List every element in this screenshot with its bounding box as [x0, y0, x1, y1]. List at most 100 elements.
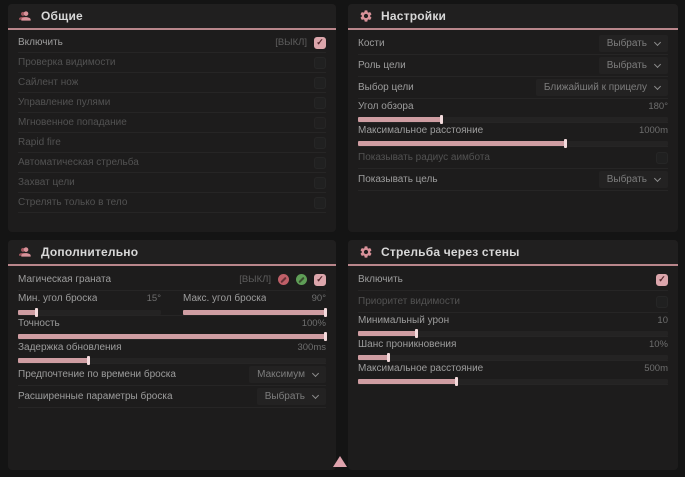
dropdown-row-advanced-throw-params: Расширенные параметры броска Выбрать	[18, 386, 326, 408]
slider-row-max-throw-angle: Макс. угол броска 90°	[183, 291, 327, 317]
row-label: Макс. угол броска	[183, 293, 267, 304]
dropdown-value: Выбрать	[264, 391, 305, 402]
row-label: Проверка видимости	[18, 57, 116, 68]
row-label: Управление пулями	[18, 97, 111, 108]
slider-thumb[interactable]	[414, 329, 418, 338]
red-circle-icon[interactable]	[278, 274, 289, 285]
bones-dropdown[interactable]: Выбрать	[598, 35, 668, 52]
row-label: Максимальное расстояние	[358, 125, 484, 136]
dropdown-value: Выбрать	[606, 60, 647, 71]
min-throw-angle-slider[interactable]	[18, 308, 161, 317]
chevron-down-icon	[311, 391, 320, 399]
dual-slider-row: Мин. угол броска 15° Макс. угол броска 9…	[18, 291, 327, 317]
advanced-throw-dropdown[interactable]: Выбрать	[256, 388, 326, 405]
row-label: Стрелять только в тело	[18, 197, 128, 208]
target-role-dropdown[interactable]: Выбрать	[598, 57, 668, 74]
slider-thumb[interactable]	[324, 308, 327, 317]
checkbox[interactable]	[314, 273, 326, 286]
panel-additional-header: Дополнительно	[8, 240, 336, 266]
slider-thumb[interactable]	[439, 115, 443, 124]
panel-title: Стрельба через стены	[381, 245, 520, 259]
checkbox[interactable]	[314, 176, 326, 189]
slider-thumb[interactable]	[455, 377, 459, 386]
toggle-row-body-only: Стрелять только в тело	[18, 193, 326, 213]
max-distance-slider[interactable]	[358, 139, 668, 148]
penetration-chance-slider[interactable]	[358, 353, 668, 362]
slider-value: 90°	[311, 293, 326, 304]
row-label: Показывать цель	[358, 174, 438, 185]
show-target-dropdown[interactable]: Выбрать	[598, 171, 668, 188]
max-throw-angle-slider[interactable]	[183, 308, 327, 317]
checkbox[interactable]	[314, 116, 326, 129]
toggle-row-show-aimbot-radius: Показывать радиус аимбота	[358, 147, 668, 169]
checkbox[interactable]	[656, 295, 668, 308]
checkbox[interactable]	[314, 196, 326, 209]
panel-settings: Настройки Кости Выбрать Роль цели Выбрат…	[348, 4, 678, 232]
panel-general: Общие Включить [ВЫКЛ] Проверка видимости…	[8, 4, 336, 232]
dropdown-row-bones: Кости Выбрать	[358, 33, 668, 55]
person-icon	[19, 9, 33, 23]
row-label: Приоритет видимости	[358, 296, 461, 307]
panel-walls-header: Стрельба через стены	[348, 240, 678, 266]
person-icon	[19, 245, 33, 259]
row-label: Включить	[18, 37, 63, 48]
toggle-row-magic-grenade: Магическая граната [ВЫКЛ]	[18, 269, 326, 291]
slider-thumb[interactable]	[563, 139, 567, 148]
slider-value: 1000m	[638, 125, 668, 136]
row-label: Шанс проникновения	[358, 339, 457, 350]
slider-value: 10	[657, 315, 668, 326]
checkbox[interactable]	[314, 136, 326, 149]
slider-thumb[interactable]	[387, 353, 390, 362]
walls-max-distance-slider[interactable]	[358, 377, 668, 386]
toggle-row-instant-hit: Мгновенное попадание	[18, 113, 326, 133]
slider-value: 180°	[648, 101, 668, 112]
row-label: Расширенные параметры броска	[18, 391, 173, 402]
gear-icon	[359, 9, 373, 23]
row-label: Роль цели	[358, 60, 406, 71]
slider-row-max-distance: Максимальное расстояние 500m	[358, 361, 668, 386]
row-label: Выбор цели	[358, 82, 414, 93]
row-label: Задержка обновления	[18, 342, 122, 353]
chevron-down-icon	[653, 60, 662, 68]
toggle-row-silent-knife: Сайлент нож	[18, 73, 326, 93]
slider-value: 300ms	[297, 342, 326, 353]
row-label: Автоматическая стрельба	[18, 157, 139, 168]
throw-time-dropdown[interactable]: Максимум	[249, 366, 326, 383]
slider-thumb[interactable]	[324, 332, 327, 341]
green-circle-icon[interactable]	[296, 274, 307, 285]
row-label: Угол обзора	[358, 101, 414, 112]
checkbox[interactable]	[656, 273, 668, 286]
accuracy-slider[interactable]	[18, 332, 327, 341]
target-select-dropdown[interactable]: Ближайший к прицелу	[535, 79, 668, 96]
slider-row-accuracy: Точность 100%	[18, 316, 327, 341]
panel-walls: Стрельба через стены Включить Приоритет …	[348, 240, 678, 470]
row-label: Сайлент нож	[18, 77, 79, 88]
checkbox[interactable]	[656, 151, 668, 164]
toggle-row-enable: Включить [ВЫКЛ]	[18, 33, 326, 53]
slider-thumb[interactable]	[86, 356, 90, 365]
checkbox[interactable]	[314, 156, 326, 169]
update-delay-slider[interactable]	[18, 356, 326, 365]
slider-value: 15°	[146, 293, 161, 304]
cursor-triangle-icon	[333, 456, 347, 467]
checkbox[interactable]	[314, 56, 326, 69]
dropdown-row-target-role: Роль цели Выбрать	[358, 55, 668, 77]
dropdown-value: Ближайший к прицелу	[543, 82, 647, 93]
dropdown-row-show-target: Показывать цель Выбрать	[358, 169, 668, 191]
panel-general-header: Общие	[8, 4, 336, 30]
dropdown-value: Выбрать	[606, 174, 647, 185]
checkbox[interactable]	[314, 96, 326, 109]
min-damage-slider[interactable]	[358, 329, 668, 338]
chevron-down-icon	[653, 174, 662, 182]
dropdown-value: Максимум	[257, 369, 305, 380]
checkbox[interactable]	[314, 36, 326, 49]
row-label: Мин. угол броска	[18, 293, 98, 304]
dropdown-row-throw-time-preference: Предпочтение по времени броска Максимум	[18, 364, 326, 386]
slider-value: 100%	[301, 318, 326, 329]
toggle-row-enable: Включить	[358, 269, 668, 291]
row-label: Захват цели	[18, 177, 75, 188]
fov-slider[interactable]	[358, 115, 668, 124]
slider-thumb[interactable]	[34, 308, 38, 317]
checkbox[interactable]	[314, 76, 326, 89]
row-label: Кости	[358, 38, 385, 49]
